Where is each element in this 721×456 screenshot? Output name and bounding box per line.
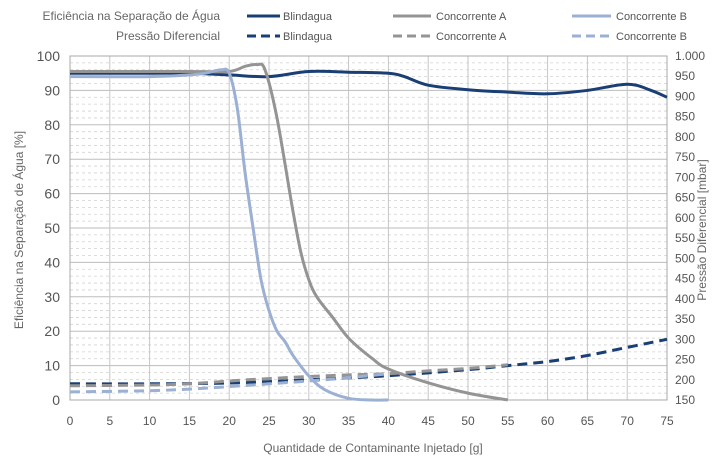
y-left-tick-label: 10	[44, 358, 60, 374]
x-axis-title: Quantidade de Contaminante Injetado [g]	[263, 441, 483, 455]
legend-label-concorrente-b-dashed: Concorrente B	[616, 31, 687, 43]
y-left-axis-title: Eficiência na Separação de Água [%]	[11, 131, 26, 329]
x-tick-label: 75	[660, 414, 674, 428]
y-right-tick-label: 350	[675, 312, 695, 326]
x-tick-label: 10	[143, 414, 157, 428]
y-right-tick-label: 950	[675, 69, 695, 83]
y-right-tick-label: 150	[675, 393, 695, 407]
x-tick-label: 0	[67, 414, 74, 428]
y-right-tick-label: 800	[675, 130, 695, 144]
y-right-tick-label: 250	[675, 353, 695, 367]
x-tick-label: 55	[501, 414, 515, 428]
x-tick-label: 50	[461, 414, 475, 428]
legend-group-title-pressure: Pressão Diferencial	[116, 29, 220, 43]
grid	[69, 55, 668, 401]
y-left-tick-label: 70	[44, 151, 60, 167]
y-left-tick-label: 90	[44, 82, 60, 98]
y-right-tick-label: 300	[675, 332, 695, 346]
y-left-tick-label: 50	[44, 220, 60, 236]
y-left-tick-label: 0	[52, 392, 60, 408]
x-tick-label: 5	[106, 414, 113, 428]
series-line-blindagua-pressure	[69, 337, 668, 386]
x-tick-label: 40	[382, 414, 396, 428]
y-right-tick-label: 750	[675, 150, 695, 164]
legend-label-concorrente-a-dashed: Concorrente A	[436, 31, 507, 43]
y-right-tick-label: 700	[675, 170, 695, 184]
legend-label-concorrente-b-solid: Concorrente B	[616, 11, 687, 23]
y-right-tick-label: 450	[675, 272, 695, 286]
y-left-tick-label: 100	[37, 48, 61, 64]
legend: Eficiência na Separação de Água Pressão …	[43, 8, 687, 43]
y-right-tick-label: 500	[675, 251, 695, 265]
y-right-tick-label: 200	[675, 373, 695, 387]
legend-label-concorrente-a-solid: Concorrente A	[436, 11, 507, 23]
y-right-tick-label: 600	[675, 211, 695, 225]
x-tick-label: 60	[541, 414, 555, 428]
x-tick-label: 70	[621, 414, 635, 428]
y-left-tick-label: 80	[44, 117, 60, 133]
y-left-tick-label: 20	[44, 323, 60, 339]
y-left-tick-label: 60	[44, 186, 60, 202]
y-left-tick-label: 40	[44, 254, 60, 270]
series-layer	[69, 62, 668, 402]
legend-label-blindagua-dashed: Blindagua	[283, 31, 333, 43]
legend-label-blindagua-solid: Blindagua	[283, 11, 333, 23]
y-right-tick-label: 550	[675, 231, 695, 245]
x-tick-label: 20	[223, 414, 237, 428]
series-line-concorrente-b-pressure	[69, 372, 389, 394]
series-line-concorrente-b-efficiency	[69, 67, 389, 402]
y-right-axis-title: Pressão Diferencial [mbar]	[695, 159, 709, 300]
legend-group-title-efficiency: Eficiência na Separação de Água	[43, 8, 221, 23]
y-right-tick-label: 1.000	[675, 49, 705, 63]
x-tick-label: 30	[302, 414, 316, 428]
y-left-tick-label: 30	[44, 289, 60, 305]
series-line-blindagua-efficiency	[69, 69, 668, 99]
x-tick-label: 15	[183, 414, 197, 428]
axes: 0 5 10 15 20 25 30 35 40 45 50 55 60 65 70 750102030405…	[37, 48, 706, 428]
series-line-concorrente-a-pressure	[69, 363, 508, 388]
x-tick-label: 35	[342, 414, 356, 428]
x-tick-label: 25	[262, 414, 276, 428]
y-right-tick-label: 850	[675, 110, 695, 124]
y-right-tick-label: 400	[675, 292, 695, 306]
y-right-tick-label: 650	[675, 191, 695, 205]
y-right-tick-label: 900	[675, 89, 695, 103]
x-tick-label: 45	[422, 414, 436, 428]
x-tick-label: 65	[581, 414, 595, 428]
